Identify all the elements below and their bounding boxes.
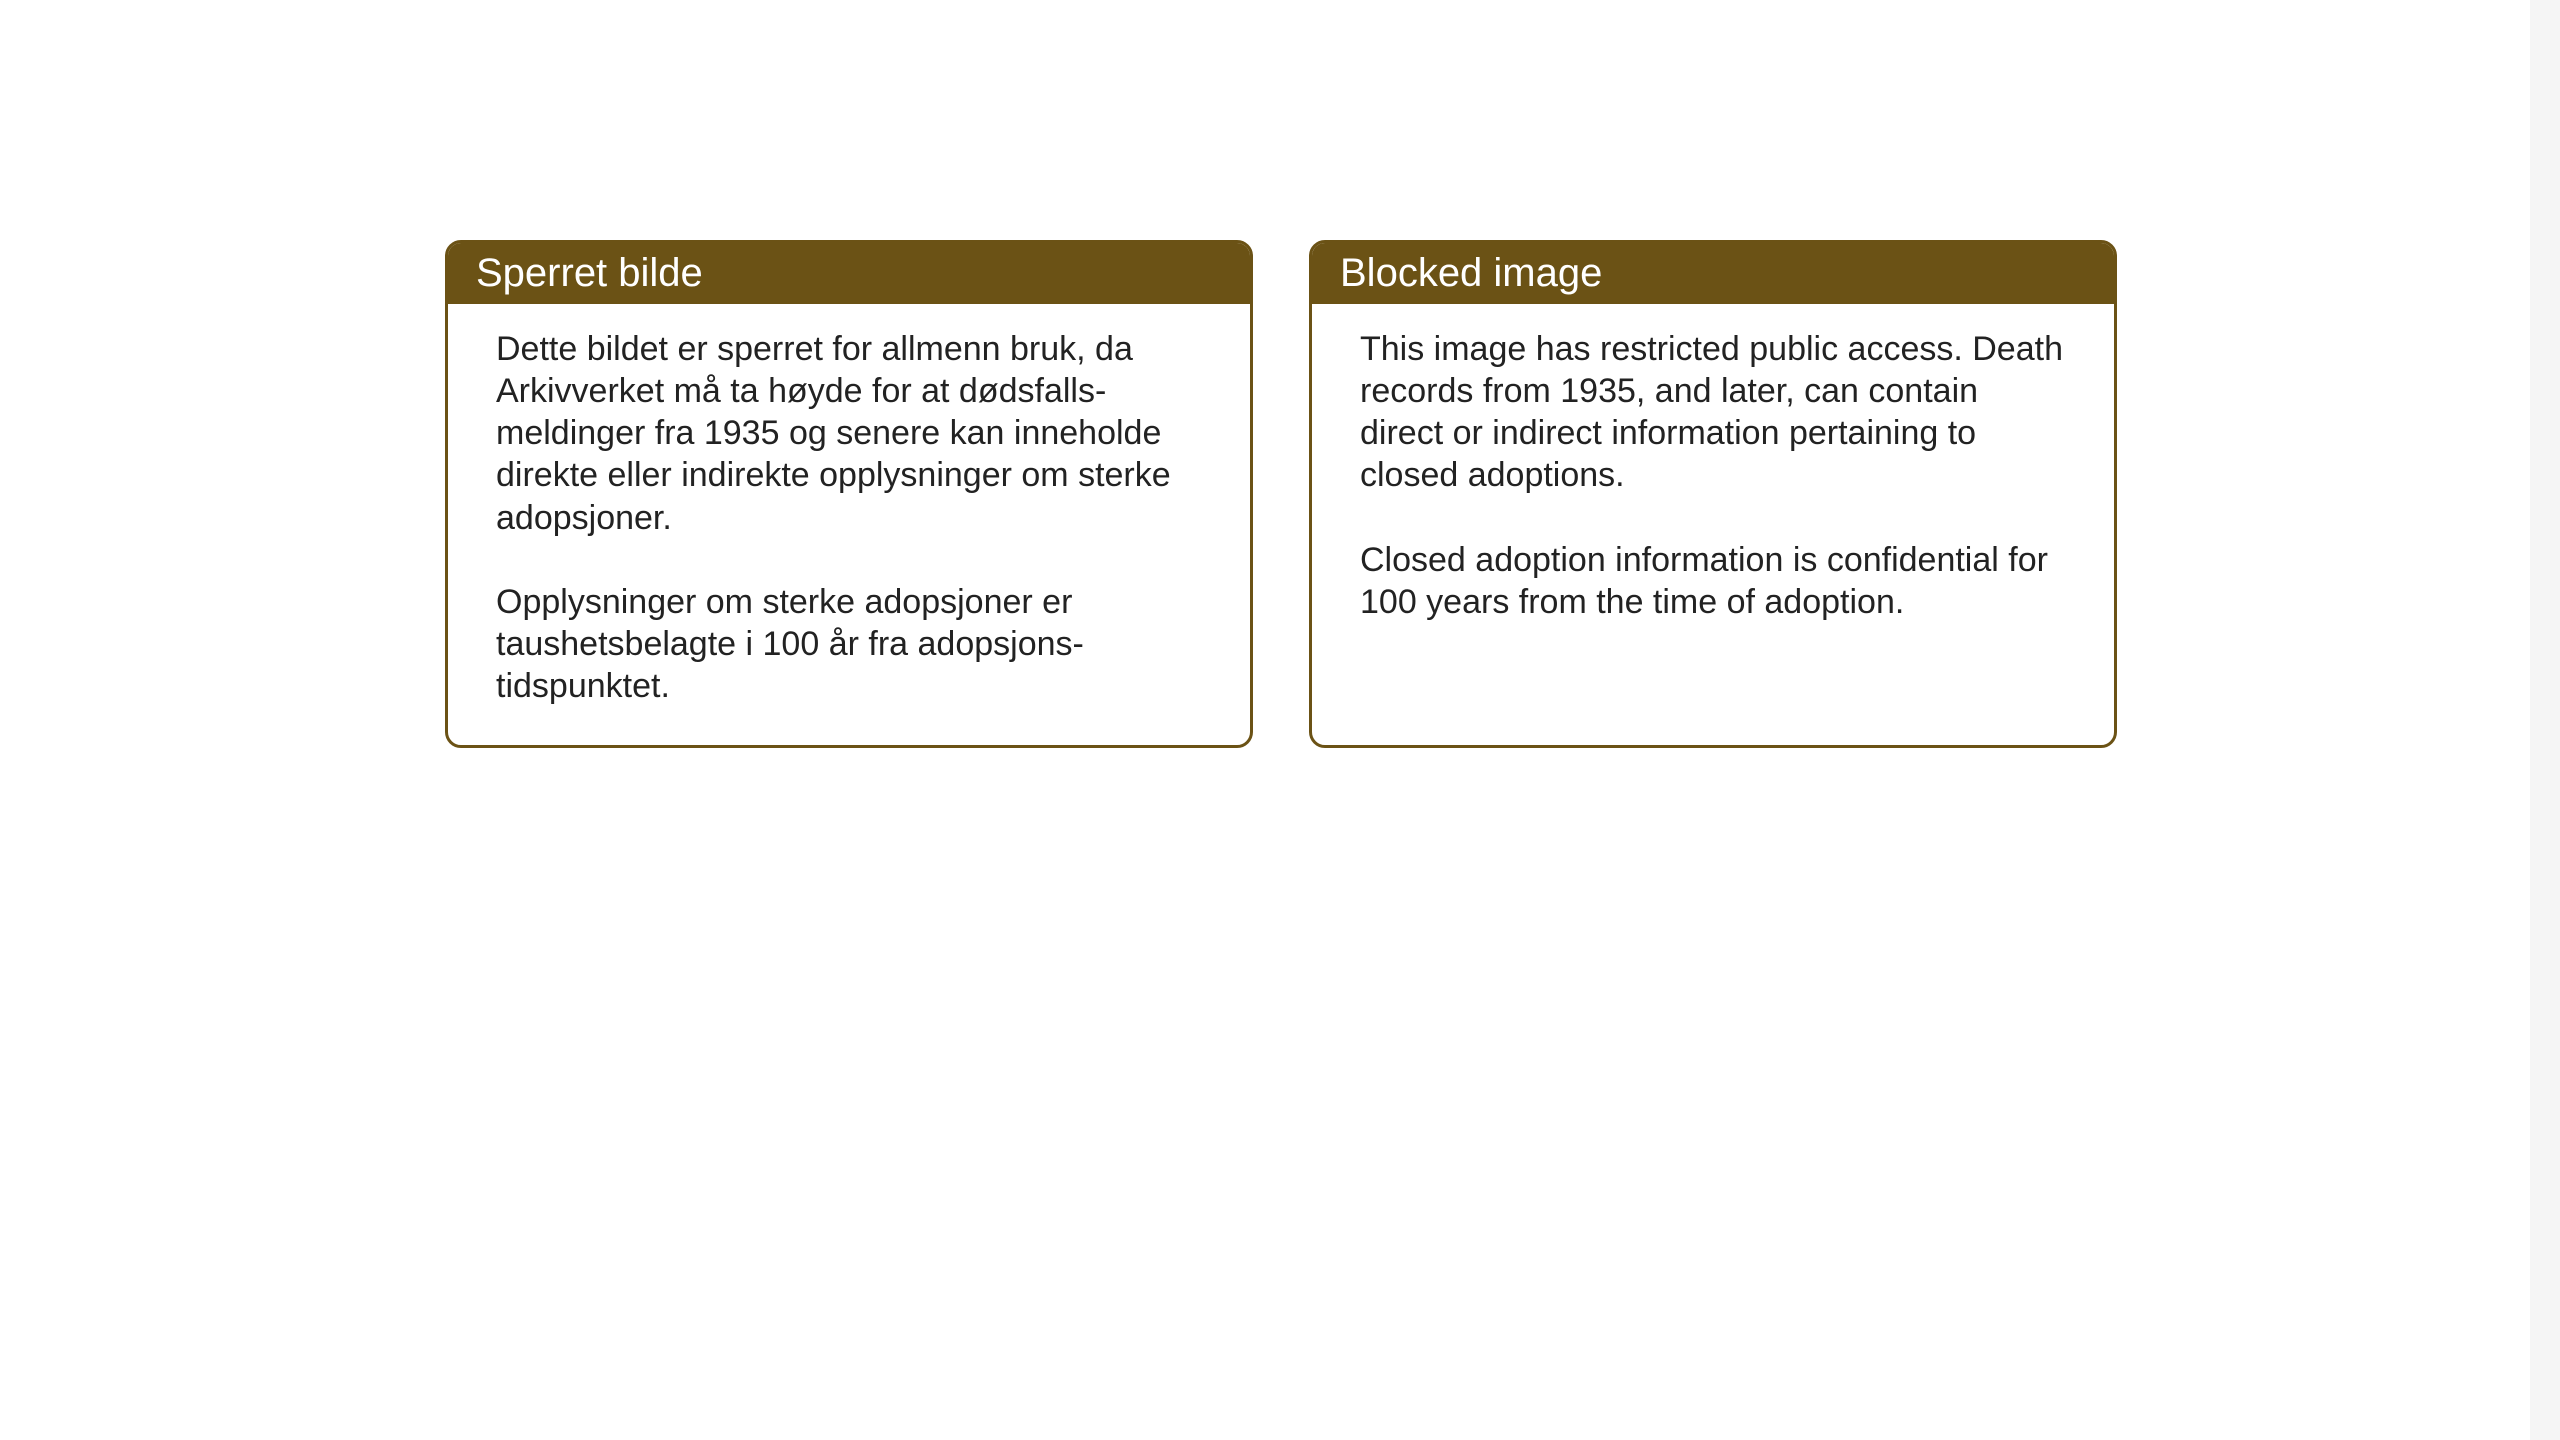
notice-container: Sperret bilde Dette bildet er sperret fo… [0, 0, 2560, 748]
vertical-scrollbar[interactable] [2530, 0, 2560, 1440]
english-notice-body: This image has restricted public access.… [1312, 304, 2114, 661]
english-paragraph-1: This image has restricted public access.… [1360, 328, 2066, 497]
english-paragraph-2: Closed adoption information is confident… [1360, 539, 2066, 623]
norwegian-paragraph-1: Dette bildet er sperret for allmenn bruk… [496, 328, 1202, 539]
norwegian-notice-body: Dette bildet er sperret for allmenn bruk… [448, 304, 1250, 745]
norwegian-notice-box: Sperret bilde Dette bildet er sperret fo… [445, 240, 1253, 748]
norwegian-paragraph-2: Opplysninger om sterke adopsjoner er tau… [496, 581, 1202, 707]
english-notice-title: Blocked image [1312, 243, 2114, 304]
english-notice-box: Blocked image This image has restricted … [1309, 240, 2117, 748]
norwegian-notice-title: Sperret bilde [448, 243, 1250, 304]
